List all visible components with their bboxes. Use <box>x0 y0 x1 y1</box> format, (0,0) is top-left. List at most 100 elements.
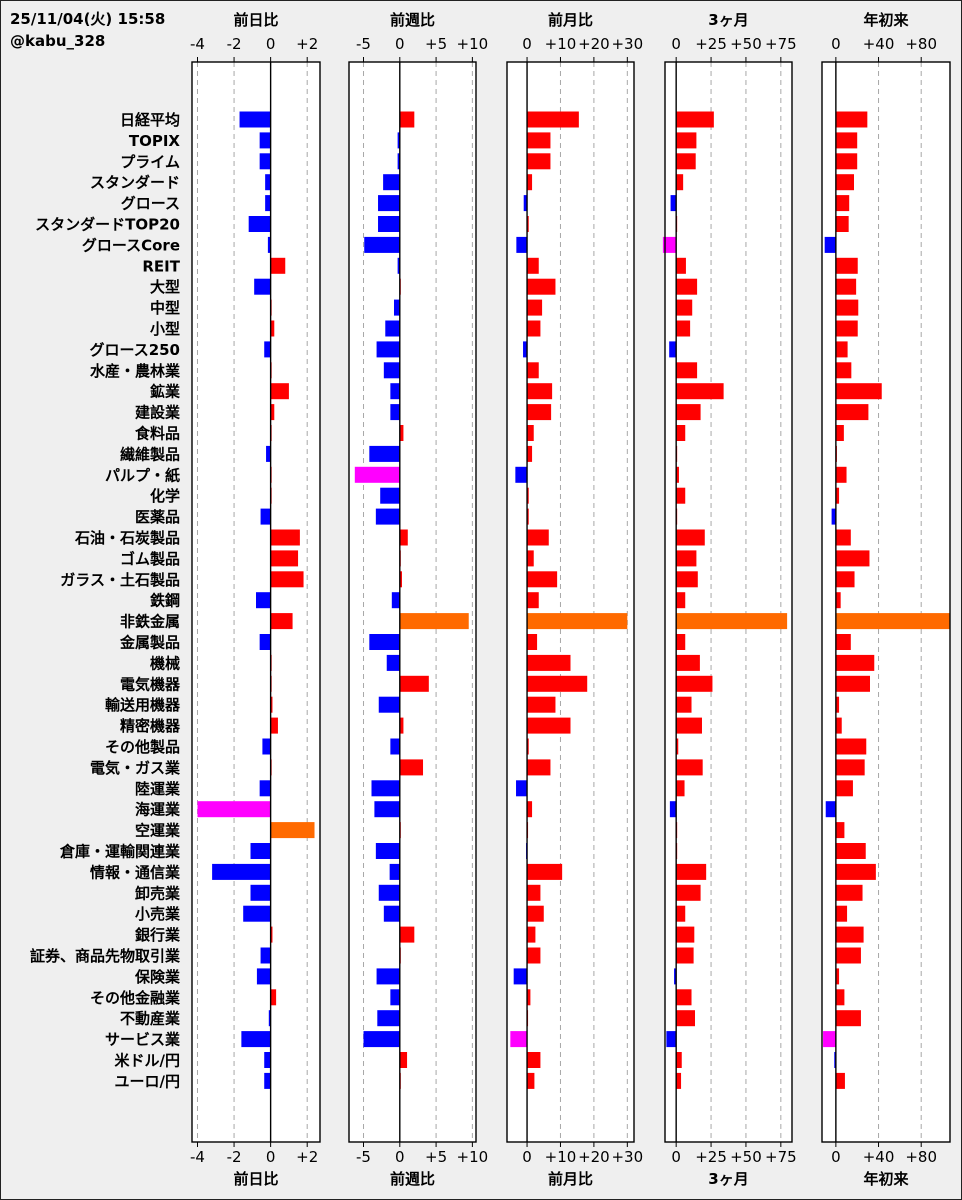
bar <box>527 278 556 295</box>
tick-label: 0 <box>395 1148 405 1166</box>
category-label: 卸売業 <box>135 884 181 902</box>
panel-title: 前日比 <box>233 1170 278 1188</box>
bar <box>527 132 551 149</box>
bar <box>363 1031 400 1048</box>
bar <box>377 1010 400 1027</box>
bar <box>260 947 271 964</box>
bar <box>825 801 836 818</box>
bar <box>823 1031 836 1048</box>
bar <box>380 487 400 504</box>
category-label: 海運業 <box>135 801 181 819</box>
category-label: 繊維製品 <box>120 445 180 463</box>
bar <box>527 654 571 671</box>
bar <box>835 383 882 400</box>
bar <box>270 989 277 1006</box>
bar <box>397 257 400 274</box>
category-label: 小型 <box>150 320 180 338</box>
bar <box>666 1031 677 1048</box>
bar <box>270 822 315 839</box>
bar <box>527 111 579 128</box>
tick-label: 0 <box>522 1148 532 1166</box>
bar <box>676 425 686 441</box>
category-label: ユーロ/円 <box>115 1072 180 1090</box>
bar <box>197 801 271 818</box>
bar <box>523 195 528 212</box>
panel-title: 年初来 <box>863 1170 909 1188</box>
bar <box>527 257 539 274</box>
bar <box>835 738 867 755</box>
bar <box>515 466 528 483</box>
category-label: 石油・石炭製品 <box>74 529 180 547</box>
bar <box>676 174 684 191</box>
category-label: 水産・農林業 <box>90 362 181 380</box>
bar <box>835 404 869 421</box>
bar <box>676 1010 696 1027</box>
bar <box>831 508 836 525</box>
bar <box>264 1072 271 1089</box>
bar <box>835 257 858 274</box>
bar <box>516 236 528 253</box>
bar <box>676 717 702 734</box>
bar <box>399 675 429 692</box>
tick-label: +40 <box>863 35 895 53</box>
bar <box>513 968 528 985</box>
bar <box>354 466 400 483</box>
bar <box>399 926 415 943</box>
bar <box>676 153 696 170</box>
category-label: 食料品 <box>135 425 180 443</box>
panel-title: 3ヶ月 <box>708 1170 748 1188</box>
bar <box>676 1072 682 1089</box>
tick-label: +10 <box>545 1148 577 1166</box>
bar <box>676 362 698 379</box>
panel-title: 3ヶ月 <box>708 11 748 29</box>
bar <box>265 174 271 191</box>
category-label: 建設業 <box>135 404 181 422</box>
tick-label: -5 <box>356 35 371 53</box>
bar <box>527 696 556 713</box>
bar <box>835 696 840 713</box>
bar <box>378 195 400 212</box>
tick-label: 0 <box>671 35 681 53</box>
bar <box>669 801 677 818</box>
bar <box>835 905 848 922</box>
bar <box>676 299 693 316</box>
bar <box>835 278 857 295</box>
bar <box>676 989 692 1006</box>
bar <box>676 383 724 400</box>
bar <box>676 466 679 483</box>
bar <box>399 111 415 128</box>
category-label: グロース <box>121 195 180 213</box>
bar <box>835 634 851 650</box>
tick-label: +5 <box>425 35 447 53</box>
bar <box>527 989 531 1006</box>
bar <box>256 968 271 985</box>
bar <box>397 132 400 149</box>
bar <box>270 613 293 630</box>
bar <box>259 780 271 797</box>
category-label: 鉱業 <box>150 383 181 401</box>
bar <box>676 863 707 880</box>
bar <box>676 550 697 567</box>
category-label: 非鉄金属 <box>120 613 180 631</box>
bar <box>239 111 271 128</box>
category-label: その他金融業 <box>90 989 181 1007</box>
panel-title: 前週比 <box>390 1170 435 1188</box>
bar <box>259 153 271 170</box>
bar <box>399 571 402 588</box>
category-label: 大型 <box>150 278 180 296</box>
tick-label: +25 <box>695 35 727 53</box>
bar <box>527 675 588 692</box>
bar <box>527 550 534 567</box>
tick-label: +75 <box>765 1148 797 1166</box>
panel-title: 前週比 <box>390 11 435 29</box>
category-label: TOPIX <box>129 132 181 150</box>
category-label: 金属製品 <box>119 634 180 652</box>
bar <box>835 466 847 483</box>
bar <box>835 989 845 1006</box>
bar <box>390 989 400 1006</box>
bar <box>243 905 271 922</box>
category-label: 医薬品 <box>135 508 180 526</box>
bar <box>676 738 679 755</box>
tick-label: +10 <box>457 1148 489 1166</box>
bar <box>527 216 529 232</box>
